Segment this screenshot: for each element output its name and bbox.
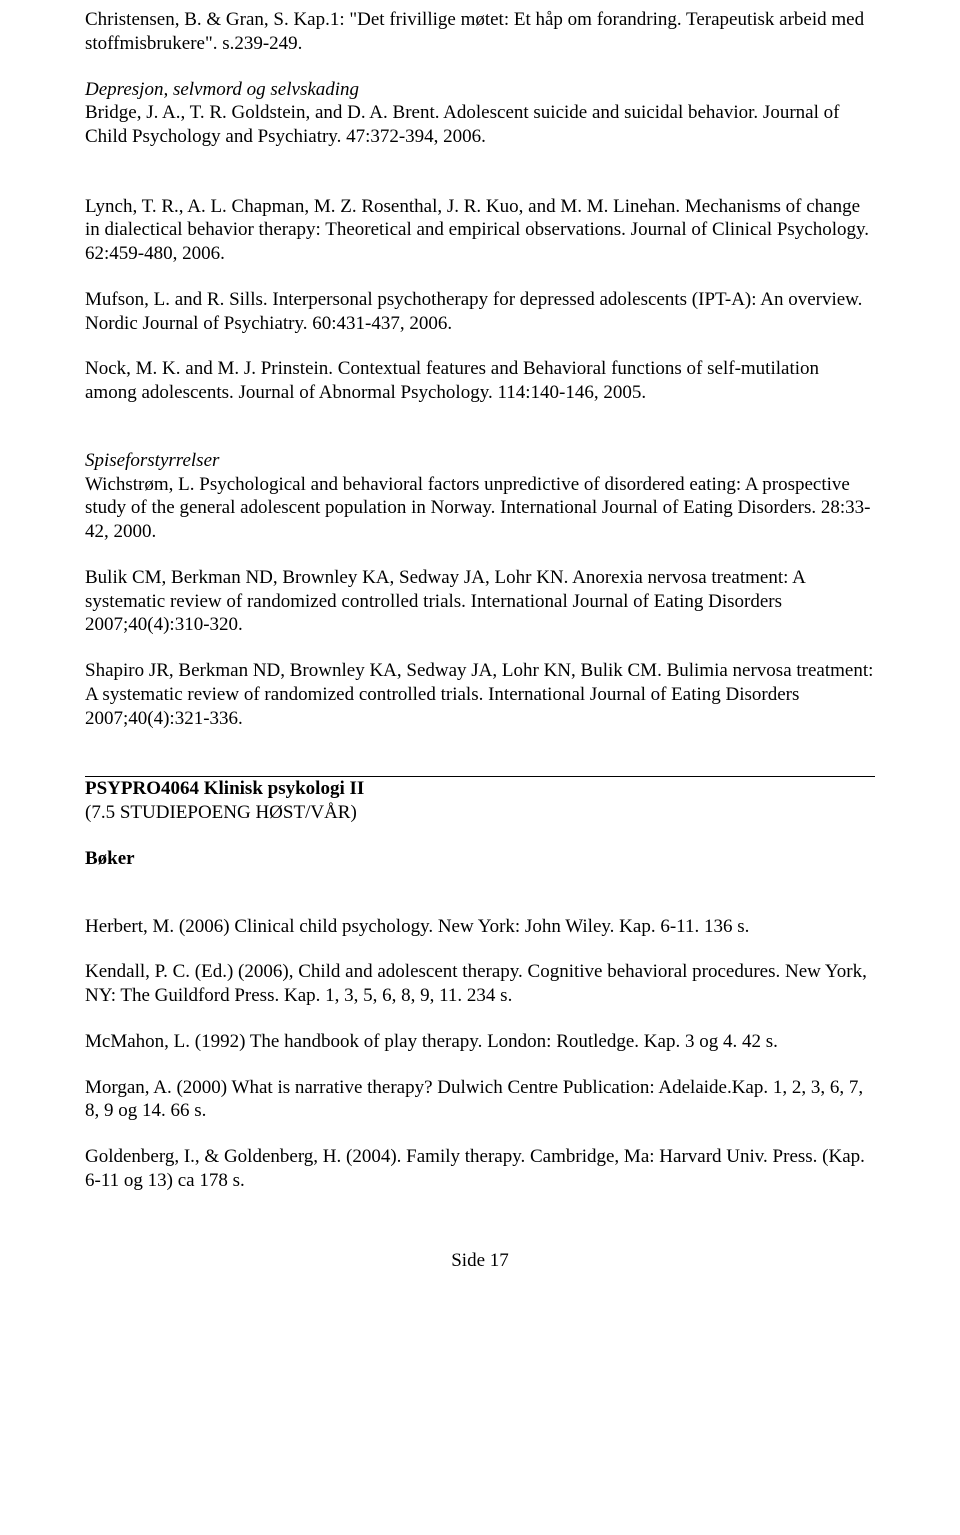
- reference-lynch: Lynch, T. R., A. L. Chapman, M. Z. Rosen…: [85, 195, 875, 266]
- reference-morgan: Morgan, A. (2000) What is narrative ther…: [85, 1076, 875, 1124]
- reference-christensen: Christensen, B. & Gran, S. Kap.1: "Det f…: [85, 8, 875, 56]
- page-footer: Side 17: [85, 1249, 875, 1273]
- section-spiseforstyrrelser: Spiseforstyrrelser Wichstrøm, L. Psychol…: [85, 449, 875, 544]
- reference-shapiro: Shapiro JR, Berkman ND, Brownley KA, Sed…: [85, 659, 875, 730]
- section-heading: Depresjon, selvmord og selvskading: [85, 79, 359, 100]
- course-title: PSYPRO4064 Klinisk psykologi II: [85, 777, 875, 801]
- reference-goldenberg: Goldenberg, I., & Goldenberg, H. (2004).…: [85, 1145, 875, 1193]
- course-subtitle: (7.5 STUDIEPOENG HØST/VÅR): [85, 801, 875, 825]
- reference-herbert: Herbert, M. (2006) Clinical child psycho…: [85, 915, 875, 939]
- reference-mcmahon: McMahon, L. (1992) The handbook of play …: [85, 1030, 875, 1054]
- reference-mufson: Mufson, L. and R. Sills. Interpersonal p…: [85, 288, 875, 336]
- reference-kendall: Kendall, P. C. (Ed.) (2006), Child and a…: [85, 960, 875, 1008]
- reference-bulik: Bulik CM, Berkman ND, Brownley KA, Sedwa…: [85, 566, 875, 637]
- reference-wichstrom: Wichstrøm, L. Psychological and behavior…: [85, 474, 870, 543]
- reference-bridge: Bridge, J. A., T. R. Goldstein, and D. A…: [85, 102, 839, 147]
- books-heading: Bøker: [85, 847, 875, 871]
- reference-nock: Nock, M. K. and M. J. Prinstein. Context…: [85, 357, 875, 405]
- section-depresjon: Depresjon, selvmord og selvskading Bridg…: [85, 78, 875, 149]
- section-heading: Spiseforstyrrelser: [85, 450, 219, 471]
- blank-spacer: [85, 149, 875, 173]
